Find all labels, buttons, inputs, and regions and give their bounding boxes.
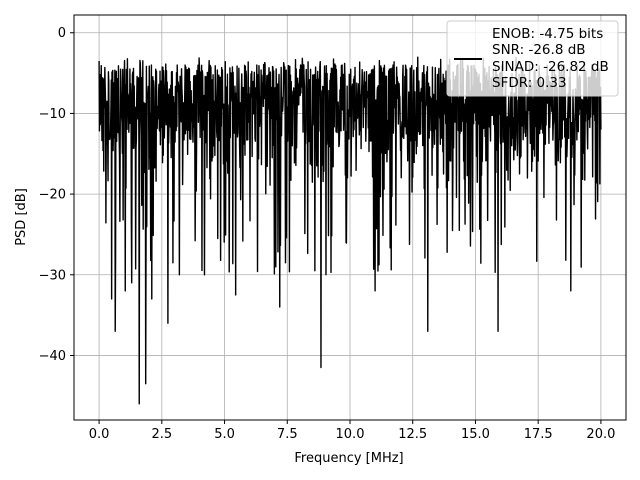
psd-series-line [98,56,602,405]
y-tick-label: −30 [39,268,66,283]
x-tick-label: 0.0 [89,427,110,442]
x-tick-label: 20.0 [586,427,615,442]
x-tick-label: 2.5 [151,427,172,442]
x-axis-ticks: 0.0 2.5 5.0 7.5 10.0 12.5 15.0 17.5 20.0 [89,420,615,442]
y-tick-label: −10 [39,107,66,122]
x-tick-label: 15.0 [461,427,490,442]
y-tick-label: 0 [58,26,66,41]
legend: ENOB: -4.75 bits SNR: -26.8 dB SINAD: -2… [446,20,619,97]
y-tick-label: −40 [39,349,66,364]
legend-line-sfdr: SFDR: 0.33 [492,75,567,91]
psd-trace [98,56,602,405]
y-axis-ticks: 0 −10 −20 −30 −40 [39,26,74,364]
legend-box [446,20,619,97]
x-axis-label: Frequency [MHz] [294,451,403,466]
x-tick-label: 12.5 [398,427,427,442]
legend-line-sinad: SINAD: -26.82 dB [492,59,609,75]
y-tick-label: −20 [39,188,66,203]
legend-line-snr: SNR: -26.8 dB [492,42,586,58]
x-tick-label: 17.5 [524,427,553,442]
x-tick-label: 7.5 [277,427,298,442]
y-axis-label: PSD [dB] [14,188,29,246]
legend-line-enob: ENOB: -4.75 bits [492,26,603,42]
x-tick-label: 5.0 [214,427,235,442]
x-tick-label: 10.0 [336,427,365,442]
